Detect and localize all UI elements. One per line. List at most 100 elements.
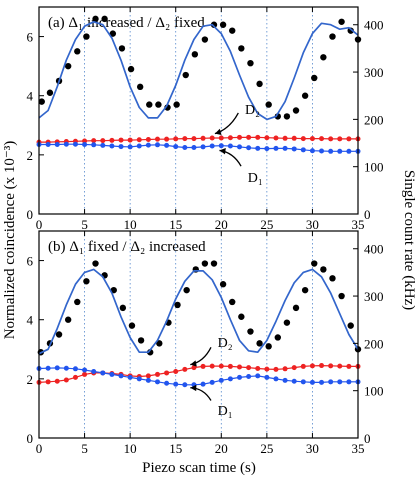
panel-a-d1-point bbox=[136, 143, 142, 149]
panel-b-coincidence-point bbox=[55, 331, 63, 338]
panel-b-d2-point bbox=[173, 368, 179, 374]
panel-a-d1-point bbox=[237, 144, 243, 150]
panel-b-coincidence-point bbox=[83, 278, 90, 285]
panel-b-coincidence-point bbox=[137, 337, 145, 344]
panel-b-d1-point bbox=[63, 365, 69, 371]
panel-b-coincidence-point bbox=[247, 328, 254, 335]
panel-b-coincidence-point bbox=[320, 266, 327, 273]
panel-b-d2-point bbox=[255, 366, 261, 372]
panel-a-d1-point bbox=[273, 145, 279, 151]
panel-b-coincidence-point bbox=[229, 298, 236, 306]
panel-b-d1-point bbox=[218, 377, 224, 383]
panel-b-d1-point bbox=[45, 365, 51, 371]
panel-b-d1-point bbox=[300, 379, 306, 385]
panel-b-coincidence-point bbox=[110, 286, 117, 294]
panel-b-x-tick-label: 35 bbox=[352, 441, 365, 456]
panel-a-right-y-tick-label: 200 bbox=[364, 112, 384, 127]
panel-b-d2-point bbox=[54, 378, 60, 384]
panel-b-d2-point bbox=[264, 366, 270, 372]
panel-a-d2-point bbox=[328, 136, 334, 142]
panel-a-d1-point bbox=[309, 148, 315, 154]
panel-a-d2-point bbox=[209, 135, 215, 141]
panel-b-d2-point bbox=[200, 363, 206, 369]
panel-b-d1-point bbox=[173, 381, 179, 387]
panel-b-d2-point bbox=[45, 379, 51, 385]
panel-a-coincidence-point bbox=[173, 101, 180, 108]
panel-a-d1-point bbox=[255, 145, 261, 151]
panel-b-d1-point bbox=[246, 373, 252, 379]
panel-b-coincidence-point bbox=[347, 322, 354, 329]
panel-a-coincidence-point bbox=[109, 30, 117, 37]
panel-a-coincidence-point bbox=[311, 74, 318, 82]
panel-b-d2-point bbox=[291, 365, 297, 371]
panel-a-d2-point bbox=[246, 134, 252, 140]
panel-a-d2-point bbox=[136, 137, 142, 143]
panel-a-d1-point bbox=[227, 143, 233, 149]
panel-a-d2-point bbox=[82, 138, 88, 144]
panel-b-d1-point bbox=[109, 371, 115, 377]
panel-a-coincidence-point bbox=[155, 101, 162, 108]
panel-b-d1-point bbox=[319, 379, 325, 385]
panel-a-d2-point bbox=[264, 135, 270, 141]
panel-b-coincidence-point bbox=[201, 260, 209, 267]
panel-b-coincidence-point bbox=[174, 301, 181, 309]
panel-b-y-tick-label: 0 bbox=[27, 431, 34, 446]
panel-a-d2-point bbox=[337, 136, 343, 142]
panel-a-coincidence-point bbox=[83, 33, 90, 40]
panel-a-right-y-tick-label: 400 bbox=[364, 18, 384, 33]
panel-a-y-tick-label: 0 bbox=[27, 207, 34, 222]
panel-a-d2-point bbox=[154, 136, 160, 142]
panel-b-x-tick-label: 15 bbox=[169, 441, 182, 456]
panel-a-y-tick-label: 2 bbox=[27, 148, 34, 163]
panel-b-annotation-arrowhead bbox=[190, 360, 197, 367]
panel-a-coincidence-point bbox=[118, 45, 126, 52]
panel-a-d2-point bbox=[227, 135, 233, 141]
panel-b-annotation-label: D₁ bbox=[218, 404, 233, 419]
panel-a-coincidence-point bbox=[347, 27, 354, 34]
panel-a-plot-frame bbox=[38, 6, 359, 215]
panel-b-annotation-arrow bbox=[190, 387, 212, 401]
panel-a-d1-point bbox=[319, 148, 325, 154]
panel-a-coincidence-point bbox=[329, 33, 336, 40]
panel-a-d2-point bbox=[300, 136, 306, 142]
right-y-axis-label: Single count rate (kHz) bbox=[401, 170, 415, 310]
panel-a-x-tick-label: 15 bbox=[169, 217, 182, 232]
panel-b-d2-point bbox=[237, 364, 243, 370]
panel-a-coincidence-point bbox=[191, 51, 199, 58]
panel-a-d2-point bbox=[346, 136, 352, 142]
panel-b-coincidence-point bbox=[219, 281, 227, 288]
panel-a-d1-point bbox=[191, 144, 197, 150]
panel-a-annotation-arrowhead bbox=[214, 128, 222, 135]
panel-b-y-tick-label: 4 bbox=[27, 313, 34, 328]
panel-a-d1-point bbox=[63, 141, 69, 147]
panel-a-d2-point bbox=[100, 138, 106, 144]
panel-b-d2-point bbox=[319, 363, 325, 369]
panel-b-y-tick-label: 6 bbox=[27, 254, 34, 269]
panel-b-d1-point bbox=[100, 370, 106, 376]
panel-a-d1-point bbox=[300, 147, 306, 153]
panel-a-d1-point bbox=[218, 143, 224, 149]
panel-a-d2-point bbox=[319, 136, 325, 142]
panel-a-coincidence-point bbox=[46, 89, 54, 96]
panel-a-x-tick-label: 25 bbox=[260, 217, 273, 232]
panel-b-d2-point bbox=[154, 371, 160, 377]
panel-a-d1-point bbox=[291, 146, 297, 152]
panel-b-coincidence-point bbox=[338, 292, 345, 300]
panel-b-d1-point bbox=[255, 373, 261, 379]
panel-a-right-y-tick-label: 300 bbox=[364, 65, 384, 80]
panel-a-annotation-label: D₁ bbox=[248, 171, 263, 186]
panel-a-d2-point bbox=[309, 136, 315, 142]
panel-b-coincidence-point bbox=[283, 319, 291, 326]
panel-a-d1-point bbox=[246, 145, 252, 151]
panel-b-coincidence-point bbox=[301, 286, 309, 294]
panel-a-d1-point bbox=[118, 144, 124, 150]
panel-b-coincidence-point bbox=[274, 334, 281, 341]
panel-a-annotation-arrow bbox=[219, 149, 242, 167]
panel-b-d1-point bbox=[72, 366, 78, 372]
panel-b-d2-point bbox=[227, 363, 233, 369]
panel-a-coincidence-point bbox=[38, 98, 45, 105]
panel-a-d2-point bbox=[173, 136, 179, 142]
panel-a-d2-point bbox=[218, 135, 224, 141]
panel-b-d1-point bbox=[237, 374, 243, 380]
panel-a-coincidence-point bbox=[64, 62, 72, 70]
